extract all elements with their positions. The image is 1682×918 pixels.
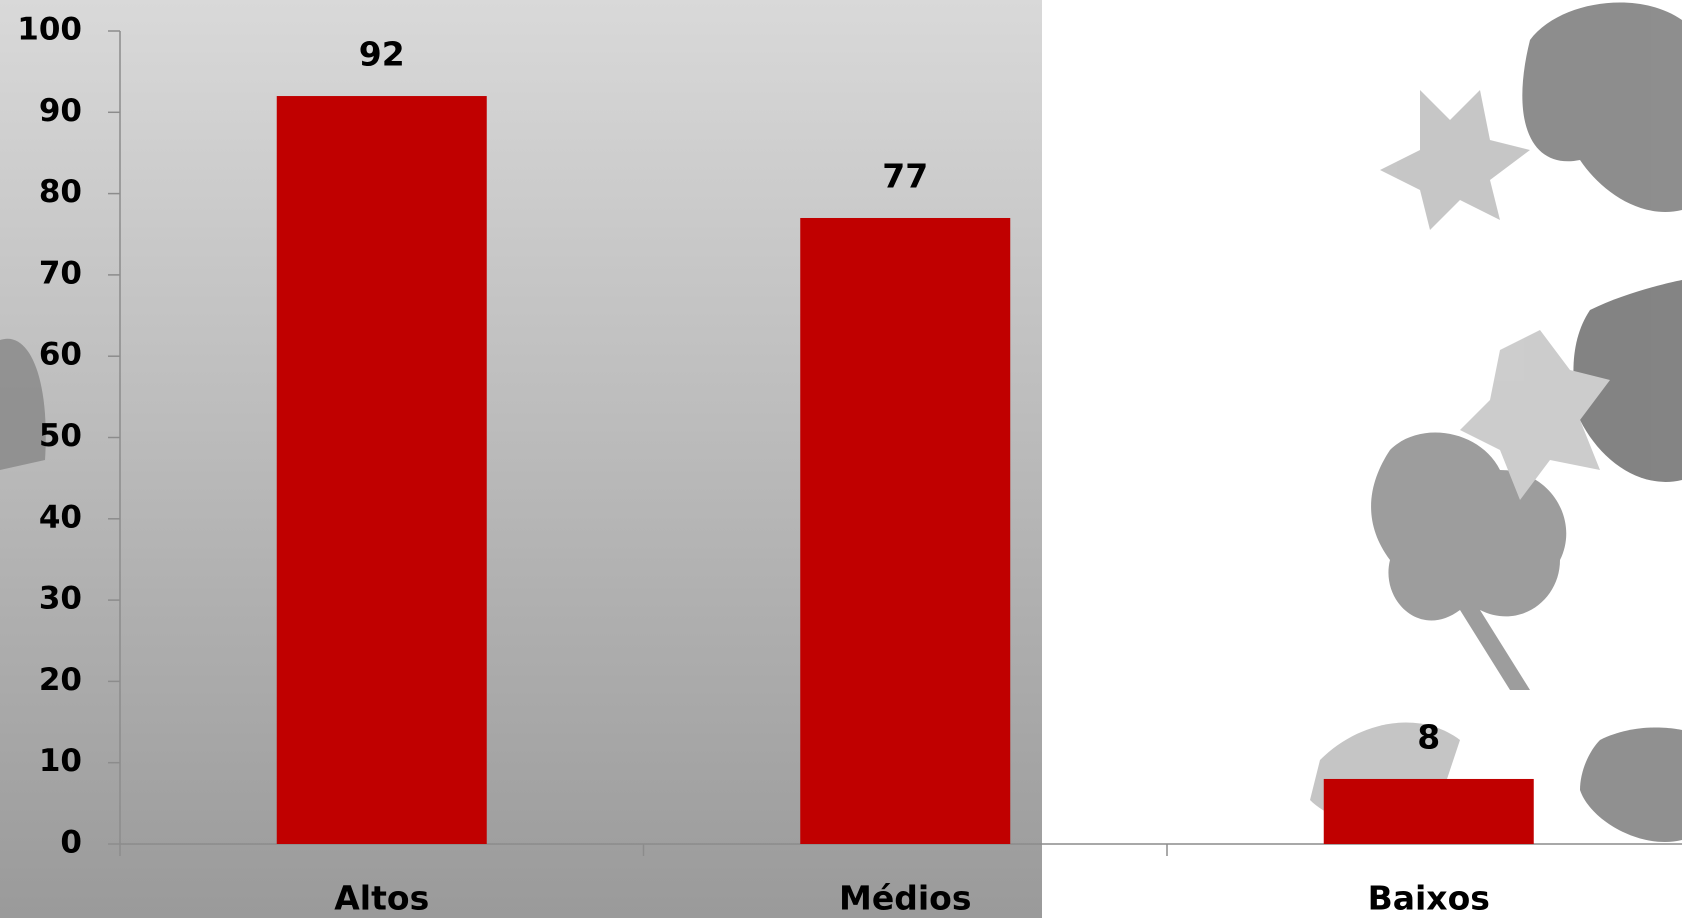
x-tick-label: Altos bbox=[334, 879, 429, 918]
y-tick-label: 100 bbox=[17, 12, 82, 48]
y-tick-label: 40 bbox=[39, 499, 82, 535]
y-tick-label: 0 bbox=[60, 825, 82, 861]
value-label: 92 bbox=[359, 35, 405, 74]
value-label: 8 bbox=[1417, 717, 1440, 756]
chart: 0 10 20 30 40 50 60 70 80 90 100 Altos 92 Médios 77 Bai… bbox=[17, 12, 1682, 918]
leaf-decoration bbox=[0, 2, 1682, 842]
y-tick-label: 90 bbox=[39, 93, 82, 129]
y-tick-label: 80 bbox=[39, 174, 82, 210]
y-tick-label: 60 bbox=[39, 337, 82, 373]
bar bbox=[800, 217, 1011, 845]
y-tick-label: 30 bbox=[39, 581, 82, 617]
x-tick-label: Médios bbox=[839, 879, 971, 918]
bar bbox=[1323, 778, 1534, 844]
x-tick-label: Baixos bbox=[1368, 879, 1490, 918]
y-tick-label: 70 bbox=[39, 255, 82, 291]
value-label: 77 bbox=[882, 156, 928, 195]
y-tick-label: 20 bbox=[39, 662, 82, 698]
bar bbox=[276, 96, 487, 845]
y-tick-label: 10 bbox=[39, 743, 82, 779]
y-tick-label: 50 bbox=[39, 418, 82, 454]
